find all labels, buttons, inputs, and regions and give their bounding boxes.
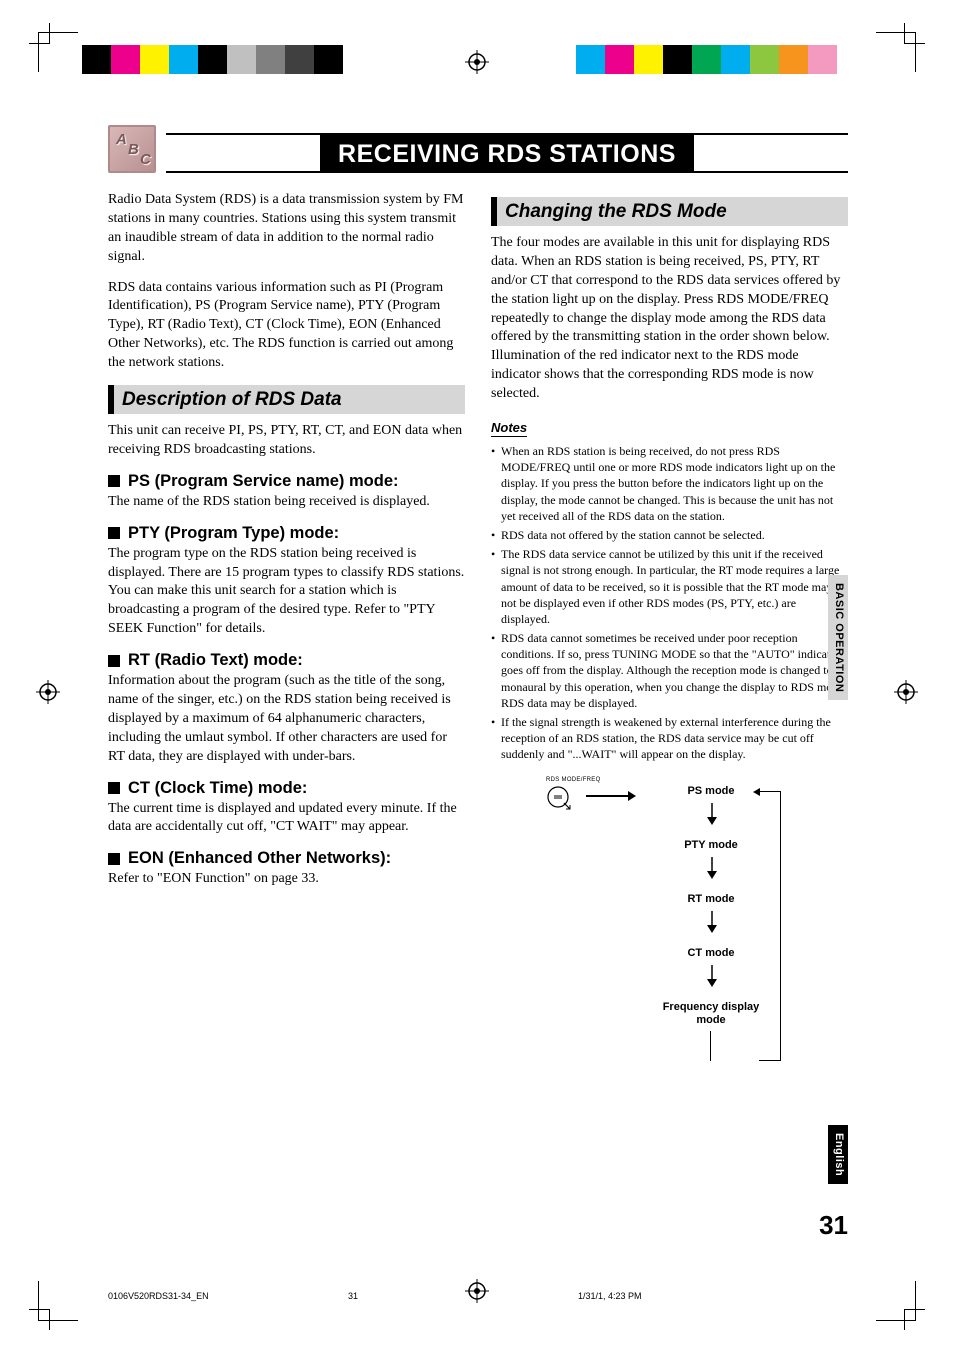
subheading-eon: EON (Enhanced Other Networks): — [108, 849, 465, 868]
arrow-right-icon — [586, 789, 636, 808]
title-bar: RECEIVING RDS STATIONS — [166, 133, 848, 173]
registration-target-icon — [465, 50, 489, 74]
icon-letter: B — [128, 141, 139, 158]
notes-heading: Notes — [491, 420, 527, 437]
registration-target-icon — [36, 680, 60, 709]
subheading-ps: PS (Program Service name) mode: — [108, 472, 465, 491]
subheading-label: EON (Enhanced Other Networks): — [128, 849, 391, 868]
flow-line — [709, 1056, 764, 1057]
arrow-down-icon — [706, 965, 718, 987]
note-item: RDS data not offered by the station cann… — [491, 527, 848, 543]
slug-page: 31 — [348, 1291, 578, 1301]
intro-paragraph: Radio Data System (RDS) is a data transm… — [108, 191, 465, 267]
page-content: A B C RECEIVING RDS STATIONS Radio Data … — [108, 125, 848, 1077]
right-column: Changing the RDS Mode The four modes are… — [491, 191, 848, 1077]
abc-icon: A B C — [108, 125, 156, 173]
flow-node: RT mode — [661, 893, 761, 905]
icon-letter: A — [116, 131, 127, 148]
subheading-label: PS (Program Service name) mode: — [128, 472, 399, 491]
body-text: The current time is displayed and update… — [108, 800, 465, 838]
crop-mark — [38, 1281, 78, 1321]
subheading-pty: PTY (Program Type) mode: — [108, 524, 465, 543]
note-item: If the signal strength is weakened by ex… — [491, 714, 848, 763]
header: A B C RECEIVING RDS STATIONS — [108, 125, 848, 173]
square-bullet-icon — [108, 527, 120, 539]
left-column: Radio Data System (RDS) is a data transm… — [108, 191, 465, 1077]
icon-letter: C — [140, 151, 151, 168]
page-number: 31 — [819, 1210, 848, 1241]
flow-node: PTY mode — [661, 839, 761, 851]
rds-mode-button-icon — [546, 785, 574, 813]
body-text: The four modes are available in this uni… — [491, 234, 848, 404]
note-item: The RDS data service cannot be utilized … — [491, 546, 848, 627]
side-tab-section: BASIC OPERATION — [828, 575, 848, 700]
body-text: The name of the RDS station being receiv… — [108, 493, 465, 512]
square-bullet-icon — [108, 655, 120, 667]
color-squares-right — [576, 45, 837, 74]
slug-date: 1/31/1, 4:23 PM — [578, 1291, 642, 1301]
arrow-down-icon — [706, 857, 718, 879]
subheading-label: CT (Clock Time) mode: — [128, 779, 307, 798]
button-caption: RDS MODE/FREQ — [546, 777, 601, 783]
flow-node: CT mode — [661, 947, 761, 959]
square-bullet-icon — [108, 475, 120, 487]
print-slug: 0106V520RDS31-34_EN 31 1/31/1, 4:23 PM — [108, 1291, 848, 1301]
subheading-label: RT (Radio Text) mode: — [128, 651, 303, 670]
loop-back-line — [759, 791, 781, 1061]
subheading-label: PTY (Program Type) mode: — [128, 524, 339, 543]
mode-flow-diagram: RDS MODE/FREQ PS mode PTY mode RT mode C… — [491, 777, 848, 1077]
arrow-down-icon — [706, 911, 718, 933]
subheading-ct: CT (Clock Time) mode: — [108, 779, 465, 798]
intro-paragraph: RDS data contains various information su… — [108, 279, 465, 373]
flow-node: Frequency display mode — [661, 1001, 761, 1027]
body-text: This unit can receive PI, PS, PTY, RT, C… — [108, 422, 465, 460]
slug-filename: 0106V520RDS31-34_EN — [108, 1291, 348, 1301]
note-item: RDS data cannot sometimes be received un… — [491, 630, 848, 711]
note-item: When an RDS station is being received, d… — [491, 443, 848, 524]
square-bullet-icon — [108, 853, 120, 865]
crop-mark — [876, 1281, 916, 1321]
body-text: Refer to "EON Function" on page 33. — [108, 870, 465, 889]
section-heading: Changing the RDS Mode — [491, 197, 848, 226]
registration-target-icon — [894, 680, 918, 709]
side-tab-language: English — [828, 1125, 848, 1184]
color-squares-left — [82, 45, 343, 74]
square-bullet-icon — [108, 782, 120, 794]
flow-node: PS mode — [661, 785, 761, 797]
body-text: The program type on the RDS station bein… — [108, 545, 465, 639]
body-text: Information about the program (such as t… — [108, 672, 465, 766]
page-title: RECEIVING RDS STATIONS — [320, 135, 694, 171]
section-heading: Description of RDS Data — [108, 385, 465, 414]
subheading-rt: RT (Radio Text) mode: — [108, 651, 465, 670]
arrow-down-icon — [706, 803, 718, 825]
notes-list: When an RDS station is being received, d… — [491, 443, 848, 763]
